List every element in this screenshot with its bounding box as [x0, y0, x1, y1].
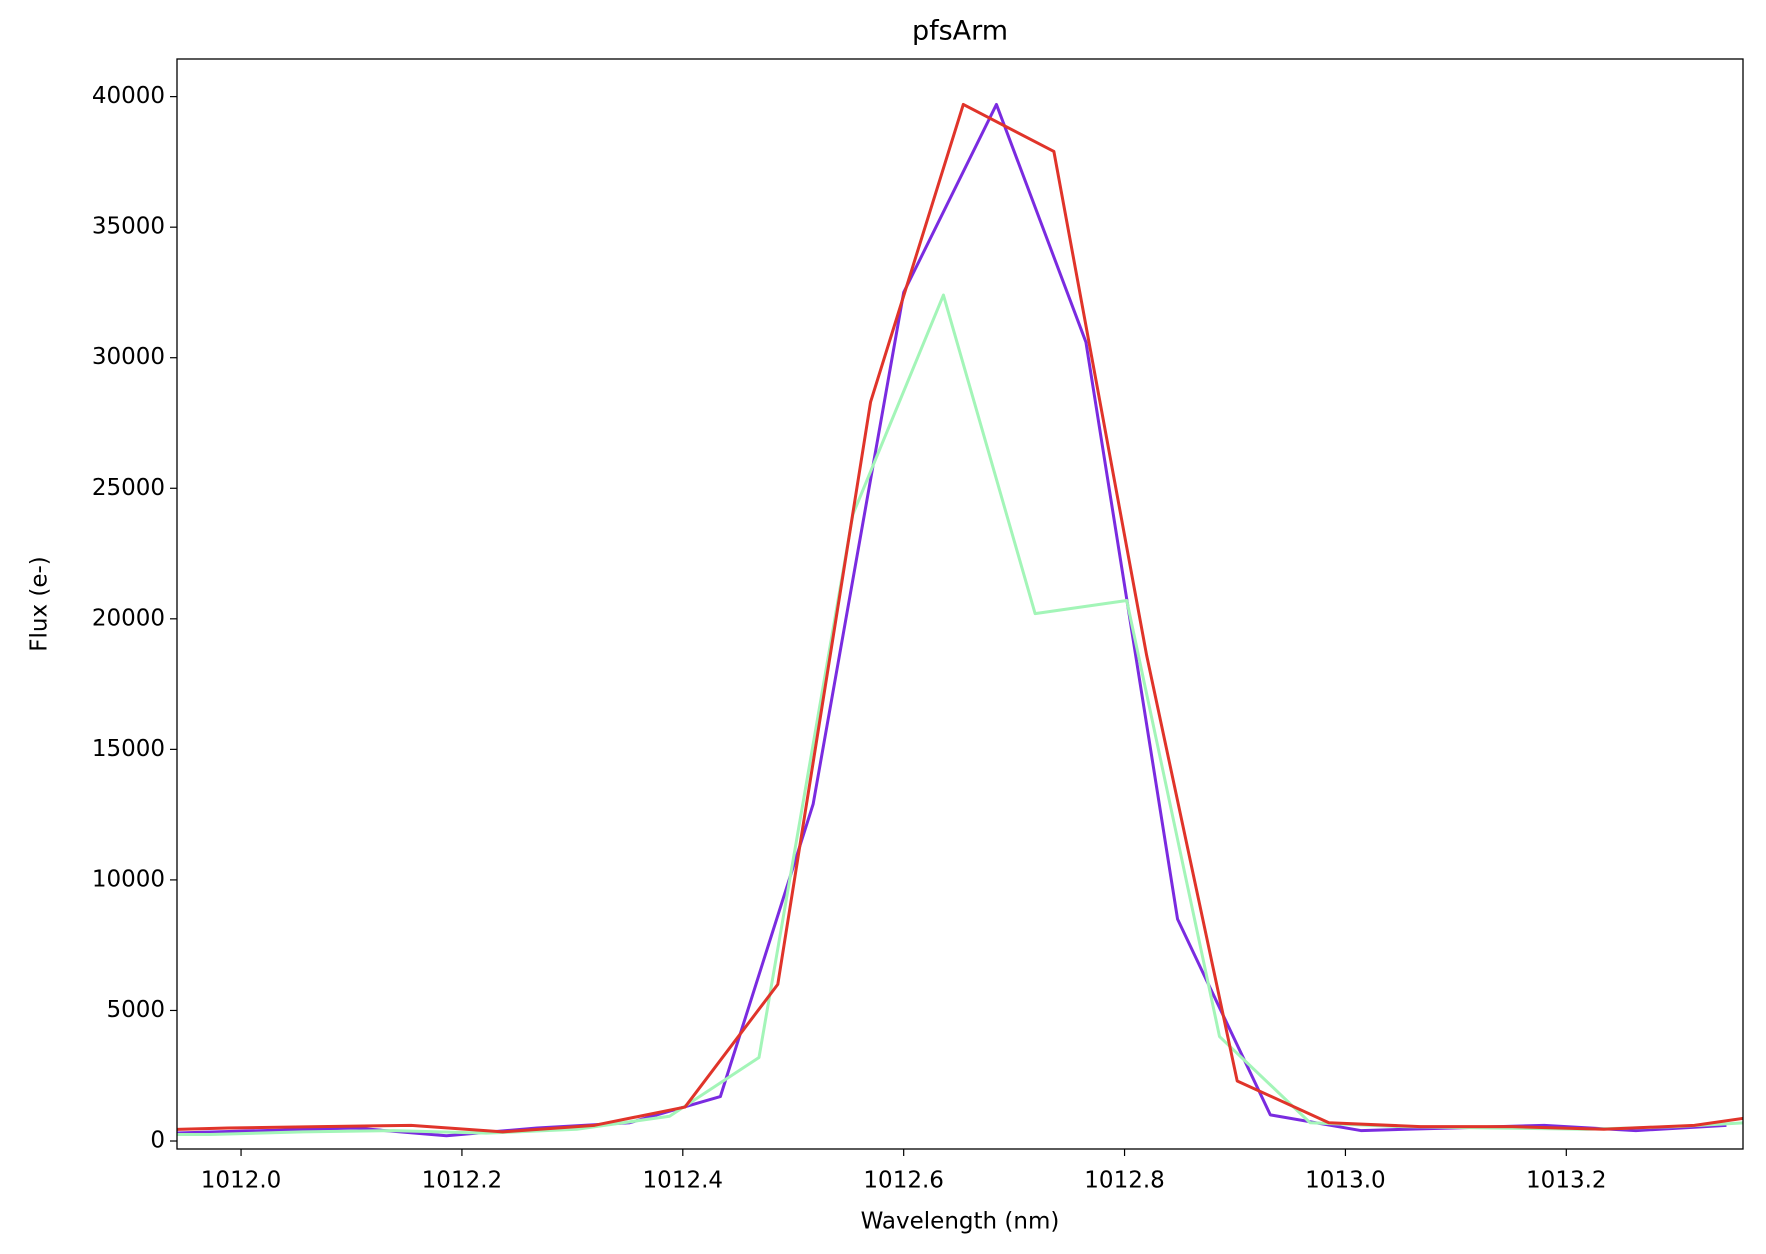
y-tick-label: 0 — [150, 1128, 165, 1154]
x-tick-label: 1013.0 — [1305, 1168, 1385, 1194]
y-tick-label: 5000 — [106, 997, 165, 1023]
y-tick-label: 30000 — [92, 344, 165, 370]
y-tick-label: 10000 — [92, 866, 165, 892]
x-tick-label: 1012.8 — [1084, 1168, 1164, 1194]
x-tick-label: 1012.0 — [201, 1168, 281, 1194]
plot-lines — [177, 102, 1743, 1138]
x-tick-label: 1012.6 — [863, 1168, 943, 1194]
y-axis-label: Flux (e-) — [27, 556, 53, 652]
x-tick-label: 1012.4 — [643, 1168, 723, 1194]
plot-frame — [176, 58, 1744, 1150]
y-tick-label: 40000 — [92, 83, 165, 109]
x-tick-label: 1013.2 — [1526, 1168, 1606, 1194]
x-axis-label: Wavelength (nm) — [861, 1209, 1060, 1235]
y-tick-label: 20000 — [92, 605, 165, 631]
y-tick-label: 35000 — [92, 214, 165, 240]
series-line — [177, 102, 1727, 1138]
chart-title: pfsArm — [912, 16, 1008, 47]
y-tick-label: 15000 — [92, 736, 165, 762]
series-line — [177, 102, 1743, 1134]
y-tick-label: 25000 — [92, 475, 165, 501]
x-tick-label: 1012.2 — [422, 1168, 502, 1194]
series-line — [177, 293, 1743, 1136]
